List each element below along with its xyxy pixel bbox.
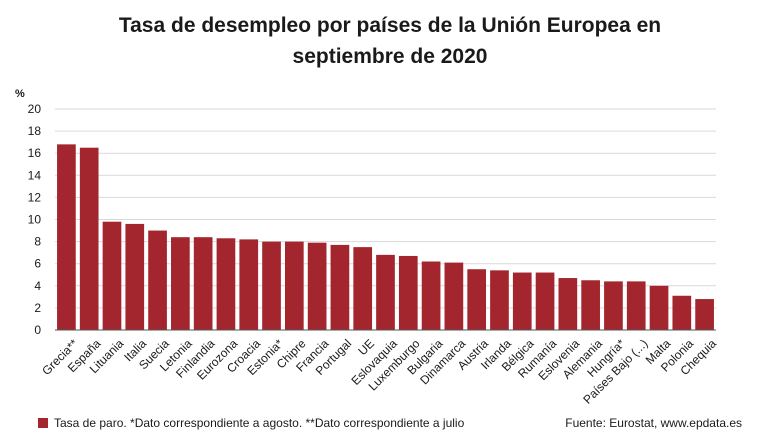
- bar: [330, 244, 350, 330]
- bar: [604, 281, 623, 330]
- legend: Tasa de paro. *Dato correspondiente a ag…: [38, 416, 464, 430]
- bar: [193, 237, 213, 330]
- bar: [421, 261, 441, 330]
- y-tick-label: 18: [28, 124, 42, 138]
- y-tick-label: 12: [28, 190, 42, 204]
- legend-label: Tasa de paro. *Dato correspondiente a ag…: [54, 416, 465, 430]
- bar: [239, 239, 259, 330]
- chart-title: Tasa de desempleo por países de la Unión…: [0, 10, 780, 72]
- y-tick-label: 10: [28, 213, 42, 227]
- y-tick-label: 20: [28, 102, 42, 116]
- bar: [284, 241, 304, 330]
- bar: [57, 144, 76, 330]
- bar: [398, 255, 418, 330]
- y-tick-label: 16: [28, 146, 42, 160]
- bar: [148, 230, 167, 330]
- bar: [307, 242, 327, 330]
- bar: [467, 269, 487, 330]
- bar: [626, 281, 646, 330]
- y-tick-label: 6: [34, 257, 41, 271]
- source-note: Fuente: Eurostat, www.epdata.es: [565, 416, 742, 430]
- y-tick-label: 4: [34, 279, 41, 293]
- bar: [171, 237, 190, 330]
- y-tick-label: 14: [28, 168, 42, 182]
- bar: [79, 147, 99, 330]
- x-tick-labels: Grecia**EspañaLituaniaItaliaSueciaLetoni…: [39, 336, 719, 406]
- bar: [262, 241, 281, 330]
- bar: [558, 278, 578, 330]
- chart-title-line-1: Tasa de desempleo por países de la Unión…: [118, 14, 662, 37]
- y-axis-label: %: [15, 88, 25, 100]
- y-tick-labels: 0 2 4 6 8 10 12 14 16 18 20: [28, 102, 42, 337]
- bar: [695, 299, 714, 330]
- bar: [535, 272, 555, 330]
- y-tick-label: 0: [34, 323, 41, 337]
- bar: [376, 254, 395, 330]
- bar: [125, 223, 145, 330]
- bar: [649, 285, 669, 330]
- chart-title-line-2: septiembre de 2020: [292, 45, 488, 68]
- y-tick-label: 2: [34, 301, 41, 315]
- bar: [490, 270, 509, 330]
- bars: [57, 144, 714, 331]
- bar: [672, 295, 692, 330]
- bar: [444, 262, 464, 330]
- bar: [512, 272, 532, 330]
- bar: [581, 280, 600, 330]
- bar: [102, 221, 122, 330]
- y-tick-label: 8: [34, 235, 41, 249]
- legend-swatch: [38, 418, 48, 428]
- bar: [216, 238, 236, 330]
- bar: [353, 247, 373, 331]
